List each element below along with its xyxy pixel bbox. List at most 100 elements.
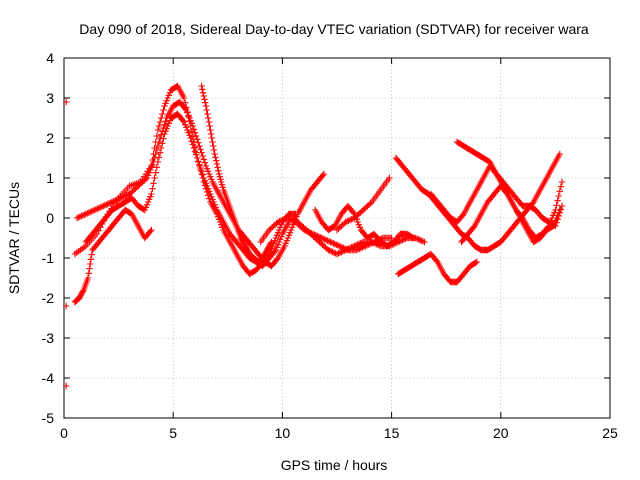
data-point: [130, 186, 138, 194]
data-point: [160, 124, 167, 132]
data-point: [150, 180, 157, 187]
data-point: [160, 135, 167, 142]
data-point: [342, 246, 349, 254]
data-point: [199, 171, 206, 178]
data-point: [87, 256, 95, 263]
data-point: [98, 203, 106, 210]
data-point: [153, 132, 160, 140]
data-point: [416, 236, 424, 244]
series-pass-9: [333, 174, 393, 234]
data-point: [363, 242, 370, 249]
data-point: [166, 117, 174, 124]
data-point: [213, 160, 221, 168]
data-point: [161, 102, 168, 110]
data-point: [200, 92, 207, 100]
data-point: [554, 197, 561, 204]
data-point: [473, 258, 480, 266]
data-point: [197, 146, 204, 153]
plot-frame: [63, 57, 611, 419]
data-point: [79, 288, 87, 295]
data-point: [360, 206, 367, 214]
data-point: [548, 223, 556, 230]
data-point: [272, 246, 279, 254]
data-point: [278, 233, 285, 240]
data-point: [267, 240, 274, 247]
data-point: [88, 208, 95, 215]
data-point: [413, 235, 421, 242]
data-point: [349, 243, 357, 250]
data-point: [290, 214, 297, 222]
data-point: [194, 154, 201, 162]
axis-ticks: [63, 57, 611, 419]
data-point: [194, 136, 201, 143]
data-point: [186, 132, 193, 139]
data-point: [304, 228, 312, 235]
data-point: [263, 246, 271, 254]
data-point: [354, 246, 362, 253]
data-point: [356, 224, 364, 231]
data-point: [212, 204, 219, 211]
data-point: [260, 253, 267, 260]
series-pass-11: [395, 250, 480, 286]
data-point: [320, 170, 328, 178]
data-point: [418, 237, 425, 244]
y-tick-label: 3: [46, 90, 54, 106]
data-point: [266, 241, 274, 248]
data-point: [333, 241, 340, 248]
data-point: [143, 174, 151, 182]
data-point: [346, 244, 354, 252]
data-point: [286, 229, 294, 236]
data-point: [76, 293, 84, 300]
data-point: [198, 149, 205, 156]
data-point: [103, 201, 110, 208]
data-point: [195, 158, 202, 165]
data-point: [184, 126, 191, 134]
data-point: [200, 156, 207, 163]
data-point: [212, 154, 219, 161]
data-point: [155, 154, 163, 161]
data-point: [105, 200, 113, 207]
series-pass-1: [71, 82, 299, 278]
data-point: [192, 132, 200, 140]
data-point: [185, 112, 192, 119]
data-point: [205, 118, 213, 126]
data-point: [188, 138, 195, 145]
data-point: [328, 248, 335, 255]
data-point: [352, 242, 360, 249]
data-point: [341, 247, 348, 254]
data-point: [357, 244, 365, 252]
data-point: [215, 167, 222, 174]
data-point: [271, 248, 278, 255]
data-point: [330, 240, 337, 247]
data-point: [91, 206, 98, 214]
data-point: [107, 199, 114, 206]
data-point: [319, 172, 326, 179]
data-point: [356, 245, 363, 252]
data-point: [262, 249, 269, 256]
data-point: [557, 183, 565, 190]
data-point: [78, 212, 85, 220]
data-point: [104, 200, 111, 208]
data-point: [206, 122, 213, 130]
data-point: [63, 382, 70, 390]
data-point: [97, 204, 104, 211]
data-point: [154, 142, 162, 150]
data-point: [558, 178, 566, 186]
data-point: [191, 148, 199, 155]
data-point: [206, 188, 213, 195]
data-point: [164, 122, 171, 130]
data-point: [210, 198, 217, 206]
data-point: [359, 244, 366, 251]
data-point: [86, 265, 93, 272]
data-point: [344, 246, 351, 253]
data-point: [410, 234, 417, 242]
data-point: [159, 110, 166, 118]
data-point: [201, 159, 209, 166]
data-point: [271, 221, 279, 228]
data-point: [192, 151, 200, 158]
data-point: [149, 185, 156, 192]
series-pass-2: [73, 98, 328, 270]
data-point: [271, 237, 278, 244]
data-point: [415, 236, 422, 243]
data-point: [204, 168, 212, 175]
